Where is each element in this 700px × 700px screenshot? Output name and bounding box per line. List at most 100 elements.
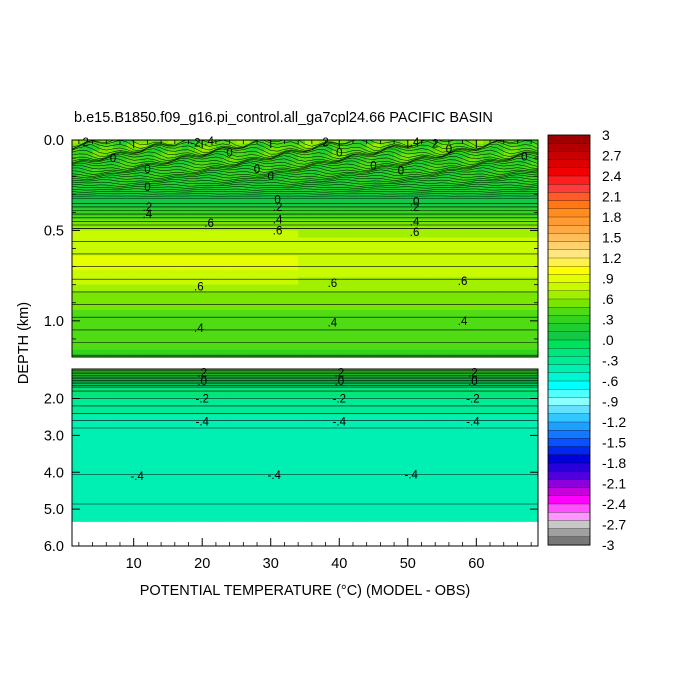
field-cell [490, 331, 498, 336]
field-cell [352, 394, 361, 398]
field-cell [305, 317, 313, 322]
field-cell [503, 230, 512, 235]
field-cell [524, 172, 532, 177]
field-cell [448, 266, 457, 271]
field-cell [154, 252, 162, 257]
field-cell [113, 150, 121, 156]
field-cell [455, 281, 464, 286]
field-cell [188, 259, 196, 264]
field-cell [531, 324, 538, 329]
field-cell [346, 179, 354, 184]
field-cell [209, 230, 217, 235]
field-cell [257, 150, 265, 156]
field-cell [318, 277, 327, 282]
field-cell [373, 212, 381, 217]
field-cell [346, 248, 354, 253]
field-cell [531, 244, 538, 250]
field-cell [469, 273, 477, 279]
field-cell [161, 176, 169, 181]
field-cell [154, 381, 162, 385]
field-cell [250, 143, 258, 148]
field-cell [380, 386, 388, 390]
field-cell [161, 226, 169, 232]
field-cell [483, 273, 491, 279]
field-cell [167, 244, 176, 250]
field-cell [78, 313, 87, 318]
field-cell [161, 259, 169, 264]
field-cell [496, 230, 505, 235]
field-cell [140, 234, 148, 239]
field-cell [215, 205, 224, 210]
field-cell [346, 205, 354, 210]
field-cell [318, 179, 327, 184]
field-cell [496, 320, 505, 326]
field-cell [448, 317, 457, 322]
field-cell [119, 187, 128, 192]
field-cell [236, 237, 244, 242]
field-cell [229, 306, 238, 311]
field-cell [490, 324, 498, 329]
field-cell [277, 252, 286, 257]
field-cell [72, 349, 80, 354]
field-cell [222, 394, 231, 398]
field-cell [250, 266, 258, 271]
field-cell [359, 230, 368, 235]
field-cell [462, 309, 471, 315]
field-cell [257, 226, 265, 232]
field-cell [188, 255, 196, 260]
field-cell [421, 187, 429, 192]
field-cell [92, 371, 101, 375]
field-cell [421, 331, 429, 336]
field-cell [126, 179, 135, 184]
field-cell [524, 255, 532, 260]
field-cell [503, 252, 512, 257]
field-cell [133, 147, 142, 152]
field-cell [236, 140, 244, 145]
field-cell [400, 205, 409, 210]
field-cell [167, 252, 176, 257]
field-cell [263, 379, 272, 383]
field-cell [195, 320, 203, 326]
field-cell [154, 335, 162, 340]
field-cell [277, 335, 286, 340]
field-cell [113, 277, 121, 282]
field-cell [222, 244, 231, 250]
field-cell [78, 168, 87, 174]
field-cell [133, 237, 142, 242]
field-cell [140, 371, 148, 375]
field-cell [394, 317, 402, 322]
field-cell [435, 187, 443, 192]
field-cell [167, 376, 176, 380]
field-cell [167, 187, 176, 192]
field-cell [517, 147, 525, 152]
field-cell [428, 165, 436, 170]
field-cell [421, 230, 429, 235]
field-cell [222, 190, 231, 195]
field-cell [380, 379, 388, 383]
field-cell [469, 154, 477, 159]
field-cell [311, 386, 320, 390]
field-cell [250, 237, 258, 242]
field-cell [407, 399, 416, 403]
field-cell [78, 208, 87, 213]
field-cell [421, 309, 429, 315]
field-cell [496, 277, 505, 282]
field-cell [352, 161, 361, 166]
field-cell [421, 277, 429, 282]
field-cell [92, 299, 101, 304]
field-cell [257, 179, 265, 184]
field-cell [531, 270, 538, 275]
field-cell [78, 379, 87, 383]
field-cell [85, 335, 94, 340]
field-cell [503, 187, 512, 192]
field-cell [325, 244, 334, 250]
field-cell [339, 317, 347, 322]
field-cell [195, 324, 203, 329]
field-cell [106, 313, 114, 318]
field-cell [113, 394, 121, 398]
field-cell [428, 205, 436, 210]
field-cell [476, 331, 484, 336]
field-cell [188, 277, 196, 282]
field-cell [435, 252, 443, 257]
field-cell [257, 399, 265, 403]
